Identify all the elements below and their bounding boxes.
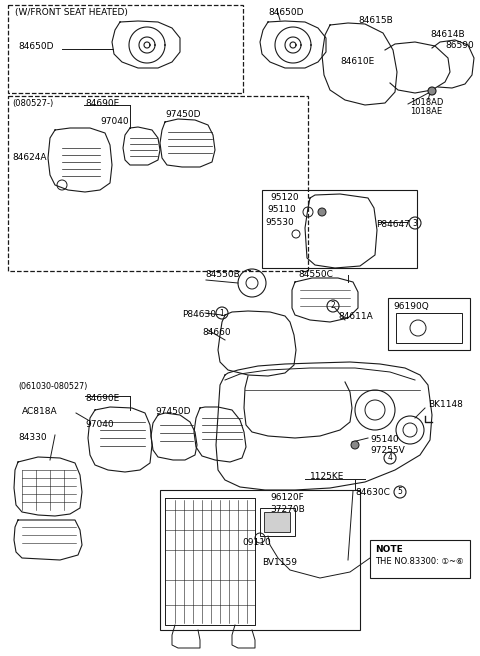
Text: 97255V: 97255V	[370, 446, 405, 455]
Text: 97450D: 97450D	[155, 407, 191, 416]
Text: 4: 4	[387, 453, 393, 462]
Bar	[160, 490, 360, 630]
Text: 5: 5	[397, 487, 402, 497]
Text: 84650D: 84650D	[268, 8, 303, 17]
Text: 84690E: 84690E	[85, 99, 119, 108]
Text: 84630C: 84630C	[355, 488, 390, 497]
Bar	[370, 540, 470, 578]
Text: NOTE: NOTE	[375, 545, 403, 554]
Text: 37270B: 37270B	[270, 505, 305, 514]
Text: 95140: 95140	[370, 435, 398, 444]
Text: 84624A: 84624A	[12, 153, 47, 162]
Text: 84614B: 84614B	[430, 30, 465, 39]
Text: 84660: 84660	[202, 328, 230, 337]
Text: P84630: P84630	[182, 310, 216, 319]
Text: (080527-): (080527-)	[12, 99, 53, 108]
Text: 95110: 95110	[267, 205, 296, 214]
Circle shape	[428, 87, 436, 95]
Text: 97040: 97040	[100, 117, 129, 126]
Text: 84615B: 84615B	[358, 16, 393, 25]
Text: 09110: 09110	[242, 538, 271, 547]
Bar	[260, 508, 295, 536]
Bar	[396, 313, 462, 343]
Text: 84330: 84330	[18, 433, 47, 442]
Text: BK1148: BK1148	[428, 400, 463, 409]
Text: P84647: P84647	[376, 220, 410, 229]
Text: 2: 2	[331, 302, 336, 310]
Text: 96120F: 96120F	[270, 493, 304, 502]
Bar	[264, 512, 290, 532]
Text: 1: 1	[220, 308, 224, 318]
Circle shape	[351, 441, 359, 449]
Text: THE NO.83300: ①~⑥: THE NO.83300: ①~⑥	[375, 557, 464, 566]
Text: 86590: 86590	[445, 41, 474, 50]
Bar	[8, 5, 243, 93]
Text: 96190Q: 96190Q	[393, 302, 429, 311]
Bar	[262, 190, 417, 268]
Text: 95120: 95120	[270, 193, 299, 202]
Circle shape	[318, 208, 326, 216]
Text: 3: 3	[413, 218, 418, 228]
Text: 95530: 95530	[265, 218, 294, 227]
Text: 1018AE: 1018AE	[410, 107, 442, 116]
Text: (061030-080527): (061030-080527)	[18, 382, 87, 391]
Text: 1018AD: 1018AD	[410, 98, 444, 107]
Text: BV1159: BV1159	[262, 558, 297, 567]
Text: 97040: 97040	[85, 420, 114, 429]
Text: (W/FRONT SEAT HEATED): (W/FRONT SEAT HEATED)	[15, 8, 128, 17]
Text: 84550C: 84550C	[298, 270, 333, 279]
Text: 84611A: 84611A	[338, 312, 373, 321]
Text: 97450D: 97450D	[165, 110, 201, 119]
Text: 84690E: 84690E	[85, 394, 119, 403]
Bar	[8, 96, 308, 271]
Bar	[388, 298, 470, 350]
Text: AC818A: AC818A	[22, 407, 58, 416]
Text: 1125KE: 1125KE	[310, 472, 344, 481]
Text: 84650D: 84650D	[18, 42, 53, 51]
Text: 84610E: 84610E	[340, 57, 374, 66]
Text: 84550B: 84550B	[205, 270, 240, 279]
